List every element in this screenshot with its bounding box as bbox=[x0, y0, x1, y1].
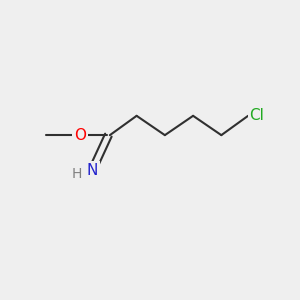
Text: O: O bbox=[74, 128, 86, 142]
Text: H: H bbox=[71, 167, 82, 181]
Text: Cl: Cl bbox=[250, 108, 264, 123]
Text: N: N bbox=[86, 163, 98, 178]
